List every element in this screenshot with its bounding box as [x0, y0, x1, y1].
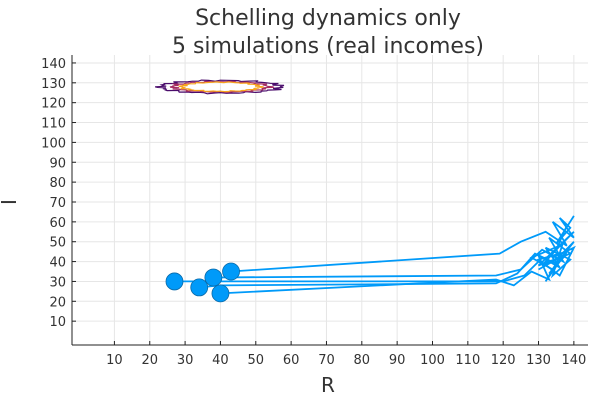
x-ticks: 10 20 30 40 50 60 70 80 90 100 110 120 130 140	[106, 341, 586, 368]
x-tick-label: 70	[318, 353, 335, 368]
y-tick-label: 30	[49, 275, 66, 290]
y-tick-label: 70	[49, 196, 66, 211]
x-tick-label: 50	[248, 353, 265, 368]
chart-title-line-1: Schelling dynamics only	[195, 6, 461, 31]
simulation-series	[165, 215, 576, 303]
simulation-path	[199, 245, 576, 289]
x-tick-label: 60	[283, 353, 300, 368]
x-tick-label: 30	[177, 353, 194, 368]
simulation-path	[213, 225, 575, 279]
y-tick-label: 10	[49, 315, 66, 330]
simulation-start-point	[204, 268, 223, 287]
grid	[72, 55, 588, 345]
contour-plot	[154, 79, 285, 95]
simulation-start-point	[190, 278, 209, 297]
y-tick-label: 100	[41, 136, 66, 151]
y-tick-label: 120	[41, 97, 66, 112]
y-tick-label: 140	[41, 57, 66, 72]
y-tick-label: 40	[49, 256, 66, 271]
y-tick-label: 60	[49, 216, 66, 231]
y-tick-label: 130	[41, 77, 66, 92]
simulation-path	[220, 241, 572, 295]
x-tick-label: 120	[491, 353, 516, 368]
x-tick-label: 110	[455, 353, 480, 368]
y-tick-label: 110	[41, 117, 66, 132]
y-axis-label: I	[0, 199, 21, 205]
axes	[71, 55, 588, 346]
chart-title-line-2: 5 simulations (real incomes)	[172, 34, 484, 59]
contour-level	[169, 80, 275, 93]
x-tick-label: 90	[389, 353, 406, 368]
x-tick-label: 130	[526, 353, 551, 368]
simulation-path	[230, 215, 575, 273]
x-tick-label: 140	[561, 353, 586, 368]
contour-level	[178, 81, 264, 93]
x-axis-label: R	[321, 373, 335, 397]
y-tick-label: 20	[49, 295, 66, 310]
x-tick-label: 20	[141, 353, 158, 368]
y-tick-label: 80	[49, 176, 66, 191]
simulation-start-point	[211, 284, 230, 303]
y-ticks: 10 20 30 40 50 60 70 80 90 100 110 120 130 140	[41, 57, 76, 330]
x-tick-label: 10	[106, 353, 123, 368]
y-tick-label: 90	[49, 156, 66, 171]
x-tick-label: 80	[354, 353, 371, 368]
x-tick-label: 100	[420, 353, 445, 368]
y-tick-label: 50	[49, 236, 66, 251]
contour-level	[154, 79, 285, 95]
simulation-start-point	[222, 262, 240, 281]
simulation-start-point	[165, 272, 184, 291]
x-tick-label: 40	[212, 353, 229, 368]
